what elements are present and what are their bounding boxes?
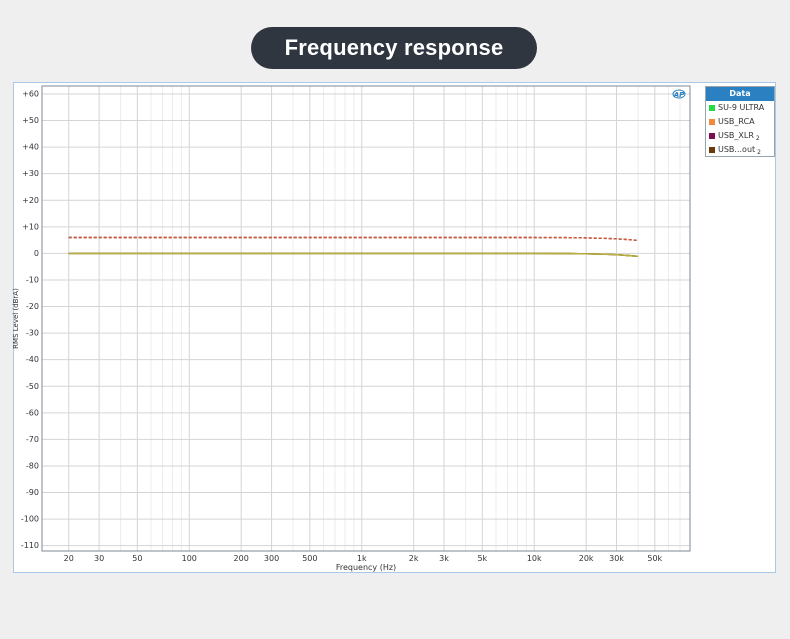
legend-item: USB_RCA bbox=[706, 115, 774, 129]
x-tick-label: 5k bbox=[477, 554, 487, 563]
y-tick-label: -50 bbox=[26, 382, 39, 391]
y-tick-label: +40 bbox=[22, 143, 39, 152]
x-tick-label: 50 bbox=[132, 554, 142, 563]
x-tick-label: 30 bbox=[94, 554, 104, 563]
svg-text:AP: AP bbox=[673, 91, 685, 99]
legend-item: USB...out 2 bbox=[706, 143, 774, 157]
y-tick-label: -70 bbox=[26, 435, 39, 444]
x-tick-label: 200 bbox=[234, 554, 249, 563]
y-tick-label: -30 bbox=[26, 329, 39, 338]
plot-area bbox=[41, 85, 691, 552]
ap-logo-icon: AP bbox=[672, 89, 686, 99]
y-tick-label: -80 bbox=[26, 461, 39, 470]
y-tick-label: 0 bbox=[34, 249, 39, 258]
y-tick-label: -40 bbox=[26, 355, 39, 364]
y-tick-label: +50 bbox=[22, 116, 39, 125]
y-tick-label: +60 bbox=[22, 89, 39, 98]
legend-subscript: 2 bbox=[753, 135, 760, 142]
x-axis-ticks: 20 30 50 100 200 300 500 1k 2k 3k 5k 10k 20k 30k 50k bbox=[64, 554, 663, 563]
legend-swatch bbox=[709, 133, 715, 139]
x-tick-label: 100 bbox=[182, 554, 197, 563]
legend-label: SU-9 ULTRA bbox=[718, 103, 765, 112]
legend-item: USB_XLR 2 bbox=[706, 129, 774, 143]
y-axis-label: RMS Level (dBrA) bbox=[12, 288, 20, 349]
legend-label: USB_RCA bbox=[718, 117, 755, 126]
legend-swatch bbox=[709, 147, 715, 153]
legend-label: USB...out bbox=[718, 145, 756, 154]
x-tick-label: 3k bbox=[439, 554, 449, 563]
legend-swatch bbox=[709, 119, 715, 125]
minor-gridlines bbox=[120, 86, 691, 551]
y-tick-label: -20 bbox=[26, 302, 39, 311]
x-tick-label: 10k bbox=[527, 554, 542, 563]
series-line bbox=[68, 236, 639, 242]
x-tick-label: 500 bbox=[302, 554, 317, 563]
x-tick-label: 20k bbox=[579, 554, 594, 563]
page-title: Frequency response bbox=[251, 27, 537, 69]
legend-label: USB_XLR bbox=[718, 131, 754, 140]
legend-item: SU-9 ULTRA bbox=[706, 101, 774, 115]
y-tick-label: -60 bbox=[26, 408, 39, 417]
x-tick-label: 50k bbox=[647, 554, 662, 563]
y-tick-label: -100 bbox=[21, 515, 39, 524]
y-axis-ticks: +60 +50 +40 +30 +20 +10 0 -10 -20 -30 -40 -50 -60 -70… bbox=[21, 89, 39, 550]
chart-panel bbox=[13, 82, 776, 573]
y-tick-label: -110 bbox=[21, 541, 39, 550]
series-line bbox=[68, 252, 639, 257]
legend-subscript: 2 bbox=[755, 149, 761, 156]
legend: Data SU-9 ULTRA USB_RCA USB_XLR 2 USB...out… bbox=[705, 86, 775, 157]
x-tick-label: 20 bbox=[64, 554, 74, 563]
y-tick-label: -90 bbox=[26, 488, 39, 497]
legend-swatch bbox=[709, 105, 715, 111]
legend-header: Data bbox=[706, 87, 774, 101]
y-tick-label: -10 bbox=[26, 275, 39, 284]
y-tick-label: +20 bbox=[22, 196, 39, 205]
x-tick-label: 300 bbox=[264, 554, 279, 563]
x-axis-label: Frequency (Hz) bbox=[336, 563, 396, 572]
x-tick-label: 2k bbox=[409, 554, 419, 563]
y-tick-label: +10 bbox=[22, 222, 39, 231]
major-gridlines bbox=[42, 86, 690, 551]
series-lines bbox=[68, 236, 639, 257]
x-tick-label: 30k bbox=[609, 554, 624, 563]
y-tick-label: +30 bbox=[22, 169, 39, 178]
x-tick-label: 1k bbox=[357, 554, 367, 563]
